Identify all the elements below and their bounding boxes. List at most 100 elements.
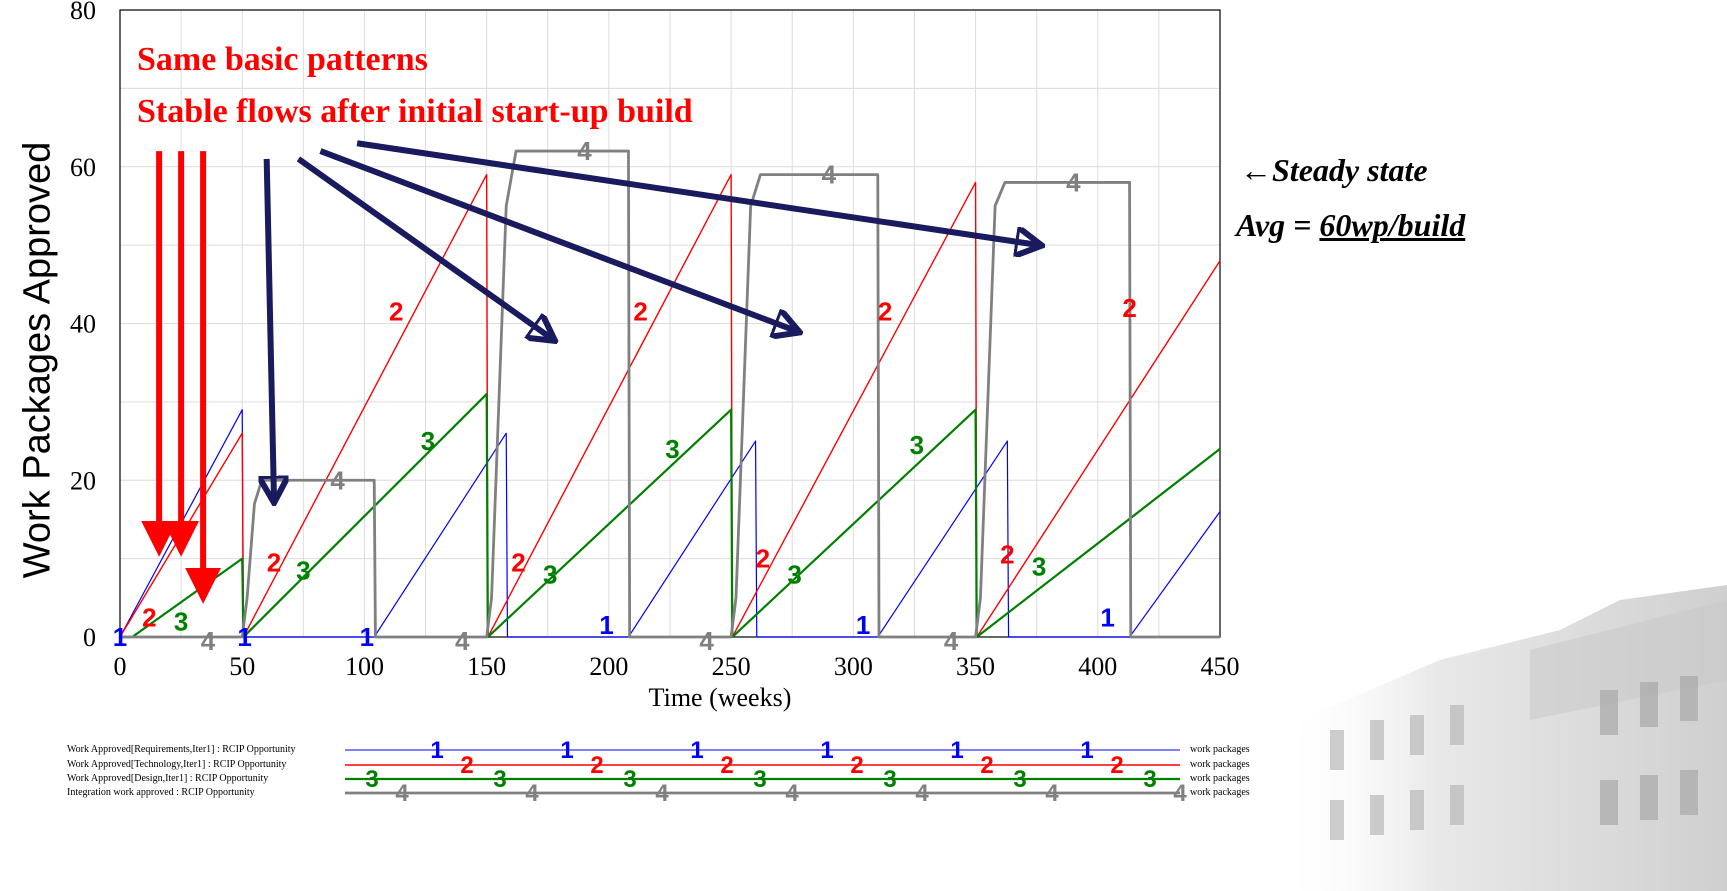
y-tick-label: 80: [70, 0, 96, 25]
series-marker-3: 3: [665, 434, 679, 464]
legend-marker-2: 2: [850, 752, 863, 779]
legend-marker-3: 3: [623, 766, 636, 793]
navy-arrow: [319, 148, 797, 331]
series-marker-3: 3: [543, 559, 557, 589]
legend-marker-1: 1: [690, 737, 703, 764]
x-tick-label: 250: [712, 652, 751, 681]
legend-marker-2: 2: [720, 752, 733, 779]
x-tick-label: 0: [114, 652, 127, 681]
legend-marker-1: 1: [950, 737, 963, 764]
y-tick-label: 20: [70, 466, 96, 495]
series-marker-4: 4: [1066, 167, 1081, 197]
series-marker-3: 3: [296, 555, 310, 585]
y-tick-label: 40: [70, 310, 96, 339]
average-label: Avg = 60wp/build: [1236, 207, 1465, 244]
legend-marker-1: 1: [430, 737, 443, 764]
y-tick-label: 60: [70, 153, 96, 182]
series-marker-2: 2: [267, 548, 281, 578]
y-axis-label: Work Packages Approved: [16, 141, 59, 579]
navy-arrow: [296, 156, 552, 339]
legend-unit-1: work packages: [1190, 744, 1250, 755]
legend-label-1: Work Approved[Requirements,Iter1] : RCIP…: [67, 744, 296, 755]
legend-marker-2: 2: [980, 752, 993, 779]
series-marker-4: 4: [699, 626, 714, 656]
x-tick-label: 150: [467, 652, 506, 681]
legend-marker-1: 1: [1080, 737, 1093, 764]
annotation-stable-flows: Stable flows after initial start-up buil…: [137, 93, 693, 130]
series-marker-1: 1: [360, 622, 374, 652]
legend-marker-1: 1: [820, 737, 833, 764]
legend-marker-1: 1: [560, 737, 573, 764]
series-marker-3: 3: [1032, 551, 1046, 581]
series-marker-2: 2: [633, 297, 647, 327]
series-marker-1: 1: [599, 610, 613, 640]
series-marker-1: 1: [113, 622, 127, 652]
x-tick-label: 200: [589, 652, 628, 681]
x-tick-label: 350: [956, 652, 995, 681]
legend-marker-4: 4: [395, 780, 409, 807]
legend-marker-4: 4: [915, 780, 929, 807]
legend-marker-3: 3: [1013, 766, 1026, 793]
average-prefix: Avg =: [1236, 207, 1320, 243]
legend-marker-4: 4: [1173, 780, 1187, 807]
series-marker-2: 2: [756, 544, 770, 574]
legend-marker-4: 4: [1045, 780, 1059, 807]
legend-marker-3: 3: [1143, 766, 1156, 793]
series-marker-3: 3: [421, 426, 435, 456]
series-marker-4: 4: [330, 465, 345, 495]
legend-label-2: Work Approved[Technology,Iter1] : RCIP O…: [67, 759, 287, 770]
series-marker-1: 1: [1100, 602, 1114, 632]
steady-state-label: ←Steady state: [1240, 152, 1428, 189]
x-tick-label: 450: [1201, 652, 1240, 681]
steady-state-text: Steady state: [1272, 152, 1428, 188]
legend-marker-4: 4: [785, 780, 799, 807]
legend-unit-3: work packages: [1190, 773, 1250, 784]
series-marker-4: 4: [201, 626, 216, 656]
series-marker-4: 4: [822, 160, 837, 190]
legend-marker-3: 3: [365, 766, 378, 793]
series-marker-3: 3: [910, 430, 924, 460]
series-marker-4: 4: [577, 136, 592, 166]
legend-marker-3: 3: [883, 766, 896, 793]
series-marker-2: 2: [389, 297, 403, 327]
legend-label-3: Work Approved[Design,Iter1] : RCIP Oppor…: [67, 773, 269, 784]
navy-arrow: [267, 158, 274, 500]
legend-marker-2: 2: [460, 752, 473, 779]
series-marker-3: 3: [174, 606, 188, 636]
annotation-arrows: [141, 140, 1039, 604]
legend-marker-4: 4: [525, 780, 539, 807]
legend-marker-2: 2: [1110, 752, 1123, 779]
legend-label-4: Integration work approved : RCIP Opportu…: [67, 787, 255, 798]
y-tick-label: 0: [83, 623, 96, 652]
series-marker-2: 2: [1122, 293, 1136, 323]
legend-marker-2: 2: [590, 752, 603, 779]
x-tick-label: 400: [1078, 652, 1117, 681]
series-marker-1: 1: [237, 622, 251, 652]
legend-marker-4: 4: [655, 780, 669, 807]
legend-unit-2: work packages: [1190, 759, 1250, 770]
axes: 0 50 100 150 200 250 300 350 400 450 0 20 40 60 80: [70, 0, 1240, 681]
x-tick-label: 100: [345, 652, 384, 681]
navy-arrow: [356, 140, 1039, 245]
left-arrow-icon: ←: [1240, 152, 1272, 188]
x-tick-label: 300: [834, 652, 873, 681]
series-marker-2: 2: [142, 602, 156, 632]
legend: 1 1 1 1 1 12 2 2 2 2 23 3 3 3 3 3 34 4 4 4 4 4 4: [345, 737, 1187, 807]
series-marker-3: 3: [787, 559, 801, 589]
series-marker-2: 2: [1000, 540, 1014, 570]
x-axis-label: Time (weeks): [648, 683, 792, 712]
series-marker-2: 2: [878, 297, 892, 327]
grid: [120, 10, 1220, 637]
average-value: 60wp/build: [1319, 207, 1466, 243]
x-tick-label: 50: [229, 652, 255, 681]
series-line-1: [119, 409, 1221, 638]
series-marker-4: 4: [455, 626, 470, 656]
series-marker-4: 4: [944, 626, 959, 656]
series-marker-1: 1: [856, 610, 870, 640]
legend-marker-3: 3: [493, 766, 506, 793]
legend-marker-3: 3: [753, 766, 766, 793]
legend-unit-4: work packages: [1190, 787, 1250, 798]
